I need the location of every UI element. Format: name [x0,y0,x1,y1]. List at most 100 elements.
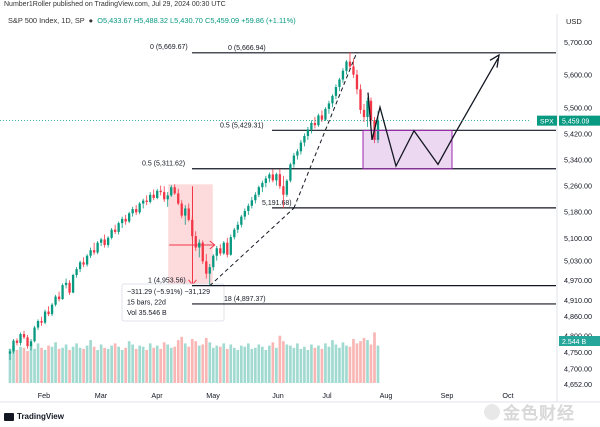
volume-tag-text: 2.544 B [562,339,586,346]
volume-bar [176,340,180,383]
volume-bar [327,346,331,383]
watermark-icon [484,403,500,420]
volume-bar [159,348,163,383]
time-tick-label: Sep [441,391,454,400]
volume-bar [92,346,96,383]
volume-bar [355,343,359,383]
symbol-label[interactable]: S&P 500 Index, 1D, SP [8,16,85,25]
candle-body [89,250,92,256]
volume-bar [243,346,247,383]
volume-bar [331,340,334,383]
volume-bar [113,343,117,383]
volume-bar [310,344,313,383]
candle-body [163,192,166,200]
close-value: C5,459.09 [204,16,240,25]
volume-bar [68,350,71,383]
candle-body [85,255,89,265]
candle-body [327,103,331,109]
candle-body [187,208,190,220]
volume-bar [145,350,149,383]
measure-arrow [209,240,216,250]
tradingview-logo[interactable]: TradingView [4,412,64,421]
candle-body [289,164,292,181]
candle-body [138,203,141,213]
candle-body [299,142,303,152]
volume-bar [257,344,261,383]
candle-body [64,282,68,286]
candle-body [22,334,26,338]
volume-bar [376,345,380,383]
volume-bar [299,348,303,383]
volume-bar [222,343,226,383]
candle-body [222,242,225,254]
volume-bar [341,342,345,383]
fib-label: 1 (4,953.56) [148,278,186,285]
volume-bar [194,341,198,383]
candle-body [313,122,317,126]
volume-bar [225,348,229,383]
price-axis: 5,700.00 5,600.00 5,500.00 5,420.00 5,340.00… [537,38,600,389]
volume-bar [320,348,324,383]
candle-body [355,74,359,90]
candle-body [173,187,176,194]
candle-body [15,340,19,343]
volume-bar [190,339,194,383]
fib-label: 0 (5,666.94) [228,45,266,52]
price-tick-label: 5,260.00 [564,182,592,191]
candle-body [285,180,289,195]
candle-body [331,95,334,104]
volume-bar [271,342,275,383]
currency-label: USD [566,17,582,26]
time-tick-label: Mar [95,391,108,400]
volume-bar [127,341,131,383]
candle-body [240,216,243,225]
volume-bar [324,343,327,383]
volume-bar [348,346,352,383]
symbol-tag-text: SPX [540,119,554,126]
candle-body [177,193,180,204]
volume-bar [204,337,208,383]
volume-bar [250,348,254,383]
volume-bar [78,347,82,383]
volume-bar [229,344,233,383]
candle-body [135,209,138,213]
price-tick-label: 5,030.00 [564,257,592,266]
candle-body [348,61,352,67]
time-tick-label: Apr [151,391,163,400]
volume-bar [296,343,299,383]
price-tick-label: 5,100.00 [564,234,592,243]
candle-body [303,135,306,143]
volume-bar [359,341,362,383]
candle-body [268,174,271,179]
candle-body [247,205,250,212]
fib-label: 5,191.68) [262,200,292,207]
measure-range: −311.29 (−5.91%) −31,129 15 bars, 22d Vol … [121,184,225,322]
volume-bar [261,346,264,383]
candle-body [145,200,148,202]
grid [0,14,600,403]
volume-bar [282,341,285,383]
projection-path [367,57,499,168]
candle-body [124,218,127,222]
volume-bar [12,345,15,383]
candle-body [215,248,218,256]
volume-bar [152,347,156,383]
candle-body [166,195,169,200]
candle-body [362,109,366,118]
time-tick-label: Feb [38,391,50,400]
volume-bar [89,340,92,383]
candle-body [292,155,296,165]
volume-bar [47,345,50,383]
price-tick-label: 4,970.00 [564,276,592,285]
candle-body [201,242,204,262]
candle-body [254,194,257,201]
candle-body [36,321,40,328]
volume-bar [162,342,166,383]
candle-body [334,87,338,96]
candle-body [103,239,106,245]
volume-bar [313,347,317,383]
trend-dashed [209,207,295,287]
volume-bars [8,332,380,383]
